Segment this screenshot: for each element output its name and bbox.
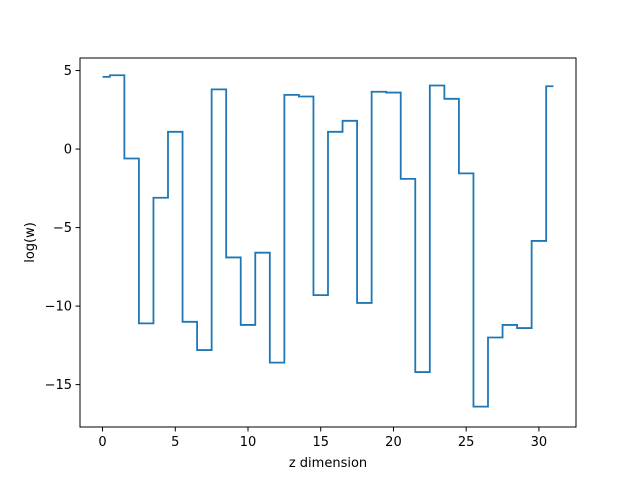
- x-tick-label: 20: [385, 435, 402, 450]
- y-tick-label: −10: [45, 300, 72, 315]
- y-axis-label: log(w): [23, 222, 38, 263]
- x-axis-label: z dimension: [289, 456, 367, 471]
- y-axis: 5 0 −5 −10 −15: [45, 64, 80, 393]
- y-tick-label: −15: [45, 378, 72, 393]
- x-axis: 0 5 10 15 20 25 30: [98, 427, 547, 450]
- x-tick-label: 0: [98, 435, 106, 450]
- series-line-0: [102, 74, 554, 408]
- y-tick-label: 5: [64, 64, 72, 79]
- plot-frame: [79, 57, 577, 428]
- series-layer: [102, 74, 554, 408]
- y-tick-label: −5: [53, 221, 72, 236]
- x-tick-label: 30: [531, 435, 548, 450]
- y-tick-label: 0: [64, 143, 72, 158]
- x-tick-label: 10: [240, 435, 257, 450]
- x-tick-label: 25: [458, 435, 475, 450]
- x-tick-label: 5: [171, 435, 179, 450]
- x-tick-label: 15: [312, 435, 329, 450]
